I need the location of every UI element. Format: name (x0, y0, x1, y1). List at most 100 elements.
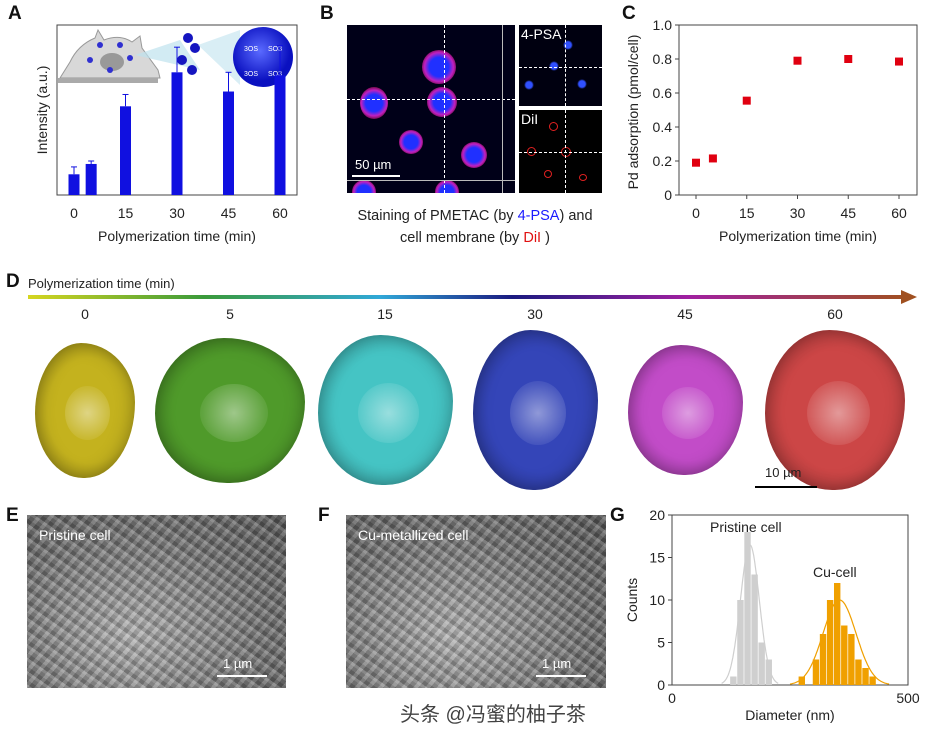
histogram-bar (869, 676, 876, 685)
panel-label-f: F (318, 505, 330, 526)
cell-schematic (58, 28, 240, 85)
cell-fluorescence (360, 87, 388, 119)
scale-bar-label: 10 µm (765, 465, 802, 480)
cell-fluorescence (422, 50, 456, 84)
y-tick-label: 5 (657, 635, 665, 651)
y-axis-label: Counts (624, 578, 640, 622)
so3-label: SO3 (268, 46, 282, 53)
gaussian-fit (721, 544, 779, 684)
so3-label: SO3 (268, 71, 282, 78)
x-tick-label: 30 (790, 205, 806, 221)
scale-bar-label: 1 µm (542, 656, 572, 671)
blue-dot (549, 61, 559, 71)
cell-fluorescence (399, 130, 423, 154)
nucleus-region (510, 381, 567, 446)
cell-sem-30-min (472, 330, 598, 490)
panel-label-e: E (6, 505, 19, 526)
so3-label: 3OS (244, 46, 258, 53)
4-psa-molecule-sphere (233, 27, 293, 87)
crosshair-line (519, 67, 602, 68)
caption-text: cell membrane (by (400, 230, 524, 246)
4-psa-label: 4-PSA (521, 26, 562, 42)
watermark: 头条 @冯蜜的柚子茶 (400, 704, 586, 726)
timeline-title: Polymerization time (min) (28, 276, 175, 291)
diameter-histogram: 0 5 10 15 20 0 500 Pristine cell Cu-cell Diame… (624, 507, 920, 723)
crosshair-line (565, 25, 566, 106)
blue-dot (524, 80, 534, 90)
histogram-bar (758, 642, 765, 685)
x-tick-label: 30 (169, 205, 185, 221)
caption-text: ) and (559, 208, 593, 224)
histogram-bar (751, 574, 758, 685)
crosshair-line (565, 110, 566, 193)
scale-bar-label: 50 µm (355, 157, 392, 172)
data-point (692, 158, 700, 167)
y-tick-label: 0 (657, 677, 665, 693)
dii-channel: DiI (519, 110, 602, 193)
histogram-bar (834, 583, 841, 685)
scale-bar-label: 1 µm (223, 656, 253, 671)
divider (502, 25, 503, 193)
time-label: 45 (677, 306, 693, 322)
y-tick-label: 0.6 (653, 85, 673, 101)
x-tick-label: 15 (739, 205, 755, 221)
x-tick-label: 45 (840, 205, 856, 221)
histogram-bar (812, 659, 820, 685)
crosshair-line (347, 99, 515, 100)
cell-fluorescence (461, 142, 487, 168)
x-tick-label: 15 (118, 205, 134, 221)
y-tick-label: 0.2 (653, 153, 673, 169)
divider (347, 180, 515, 181)
intensity-bar-chart: 3OS SO3 3OS SO3 0 15 30 45 60 Polymerization… (34, 24, 298, 244)
sem-image-cu-metallized: Cu-metallized cell 1 µm (346, 515, 606, 688)
dii-label: DiI (521, 111, 539, 127)
x-tick-label: 0 (668, 690, 676, 706)
caption-text: Staining of PMETAC (by (357, 208, 518, 224)
x-axis-label: Diameter (nm) (745, 707, 834, 723)
nucleus-region (358, 383, 419, 443)
red-ring (527, 147, 536, 156)
panel-label-c: C (622, 3, 636, 24)
x-tick-label: 0 (70, 205, 78, 221)
histogram-bar (819, 634, 827, 685)
bar (171, 72, 183, 195)
caption-4psa: 4-PSA (517, 208, 560, 224)
plot-frame (671, 514, 909, 686)
cell-fluorescence (352, 180, 376, 193)
time-label: 15 (377, 306, 393, 322)
histogram-bar (841, 625, 848, 685)
x-axis-label: Polymerization time (min) (719, 228, 877, 244)
pd-adsorption-scatter: 0 0.2 0.4 0.6 0.8 1.0 0 15 30 45 60 Polymerization… (625, 17, 918, 244)
nucleus-region (807, 381, 870, 446)
histogram-bar (798, 676, 805, 685)
x-tick-label: 45 (221, 205, 237, 221)
nucleus-region (662, 386, 714, 439)
x-tick-label: 60 (272, 205, 288, 221)
data-point (742, 96, 751, 105)
time-label: 5 (226, 306, 234, 322)
bar (120, 106, 131, 195)
legend-cu: Cu-cell (813, 564, 857, 580)
data-point (844, 55, 853, 63)
confocal-image: 4-PSA DiI 50 µm (347, 25, 602, 193)
time-label: 0 (81, 306, 89, 322)
panel-label-a: A (8, 3, 22, 24)
panel-label-b: B (320, 3, 334, 24)
y-tick-label: 0.8 (653, 51, 673, 67)
cell-fluorescence (435, 180, 459, 193)
4-psa-channel: 4-PSA (519, 25, 602, 106)
y-axis-label: Intensity (a.u.) (34, 66, 50, 155)
y-axis-label: Pd adsorption (pmol/cell) (625, 35, 641, 190)
panel-b-caption: Staining of PMETAC (by 4-PSA) and cell m… (330, 205, 620, 249)
y-tick-label: 0 (664, 187, 672, 203)
scale-bar (536, 675, 586, 677)
bar (274, 75, 286, 195)
red-ring (579, 174, 587, 181)
cell-sem-15-min (317, 335, 453, 485)
y-tick-label: 1.0 (653, 17, 673, 33)
data-point (895, 57, 903, 66)
x-tick-label: 60 (891, 205, 907, 221)
legend-pristine: Pristine cell (710, 519, 782, 535)
caption-dii: DiI (523, 230, 542, 246)
histogram-bar (855, 659, 862, 685)
